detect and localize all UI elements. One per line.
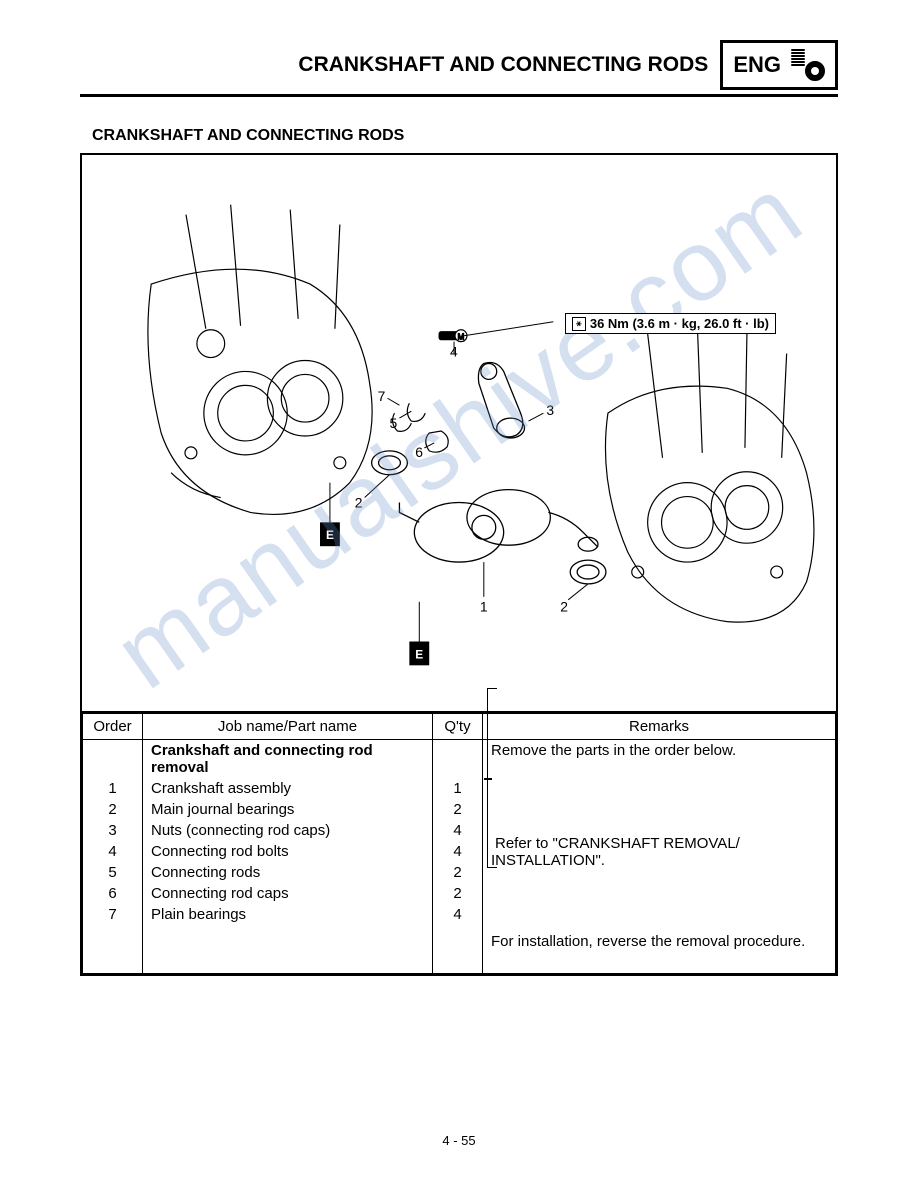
cell-job: Nuts (connecting rod caps) <box>143 820 433 841</box>
bracket-icon <box>487 688 497 868</box>
cell-order: 7 <box>83 904 143 925</box>
page-number: 4 - 55 <box>442 1133 475 1148</box>
cell-order: 6 <box>83 883 143 904</box>
cell-order: 3 <box>83 820 143 841</box>
cell-order: 2 <box>83 799 143 820</box>
cell-order: 1 <box>83 778 143 799</box>
svg-text:4: 4 <box>450 344 458 360</box>
cell-job: Crankshaft assembly <box>143 778 433 799</box>
cell-job: Plain bearings <box>143 904 433 925</box>
cell-order: 4 <box>83 841 143 862</box>
cell-qty: 2 <box>433 883 483 904</box>
table-header-row: Order Job name/Part name Q'ty Remarks <box>83 714 836 740</box>
svg-text:2: 2 <box>560 599 568 615</box>
svg-text:2: 2 <box>355 494 363 510</box>
cell-job: Connecting rod caps <box>143 883 433 904</box>
cell-qty: 4 <box>433 820 483 841</box>
title-job: Crankshaft and connecting rod removal <box>143 740 433 779</box>
torque-spec-label: ⚹ 36 Nm (3.6 m · kg, 26.0 ft · lb) <box>565 313 776 334</box>
engine-icon <box>787 49 825 81</box>
th-remarks: Remarks <box>483 714 836 740</box>
cell-qty: 4 <box>433 904 483 925</box>
svg-text:7: 7 <box>378 388 386 404</box>
title-remarks: Remove the parts in the order below. <box>483 740 836 779</box>
torque-spec-text: 36 Nm (3.6 m · kg, 26.0 ft · lb) <box>590 316 769 331</box>
diagram-svg: M E E 1 2 2 3 4 <box>82 155 836 711</box>
svg-text:M: M <box>458 333 465 342</box>
page-header: CRANKSHAFT AND CONNECTING RODS ENG <box>80 40 838 97</box>
svg-text:E: E <box>415 647 423 661</box>
cell-qty: 1 <box>433 778 483 799</box>
cell-order: 5 <box>83 862 143 883</box>
th-qty: Q'ty <box>433 714 483 740</box>
footer-note: For installation, reverse the removal pr… <box>483 925 836 973</box>
parts-table-container: Order Job name/Part name Q'ty Remarks Cr… <box>80 713 838 976</box>
cell-job: Connecting rod bolts <box>143 841 433 862</box>
cell-qty: 4 <box>433 841 483 862</box>
svg-text:6: 6 <box>415 444 423 460</box>
exploded-diagram: manualshive.com <box>80 153 838 713</box>
eng-badge-text: ENG <box>733 52 781 78</box>
th-job: Job name/Part name <box>143 714 433 740</box>
cell-qty: 2 <box>433 862 483 883</box>
eng-badge: ENG <box>720 40 838 90</box>
svg-text:5: 5 <box>390 415 398 431</box>
svg-text:E: E <box>326 528 334 542</box>
th-order: Order <box>83 714 143 740</box>
cell-job: Main journal bearings <box>143 799 433 820</box>
svg-text:3: 3 <box>546 402 554 418</box>
table-title-row: Crankshaft and connecting rod removal Re… <box>83 740 836 779</box>
cell-bracket-note: Refer to "CRANKSHAFT REMOVAL/ INSTALLATI… <box>483 778 836 925</box>
header-title: CRANKSHAFT AND CONNECTING RODS <box>298 53 708 77</box>
cell-job: Connecting rods <box>143 862 433 883</box>
table-row: 1 Crankshaft assembly 1 Refer to "CRANKS… <box>83 778 836 799</box>
svg-text:1: 1 <box>480 599 488 615</box>
torque-icon: ⚹ <box>572 317 586 331</box>
parts-table: Order Job name/Part name Q'ty Remarks Cr… <box>82 713 836 974</box>
section-title: CRANKSHAFT AND CONNECTING RODS <box>92 127 838 145</box>
bracket-note-text: Refer to "CRANKSHAFT REMOVAL/ INSTALLATI… <box>491 835 740 869</box>
cell-qty: 2 <box>433 799 483 820</box>
table-footer-row: For installation, reverse the removal pr… <box>83 925 836 973</box>
